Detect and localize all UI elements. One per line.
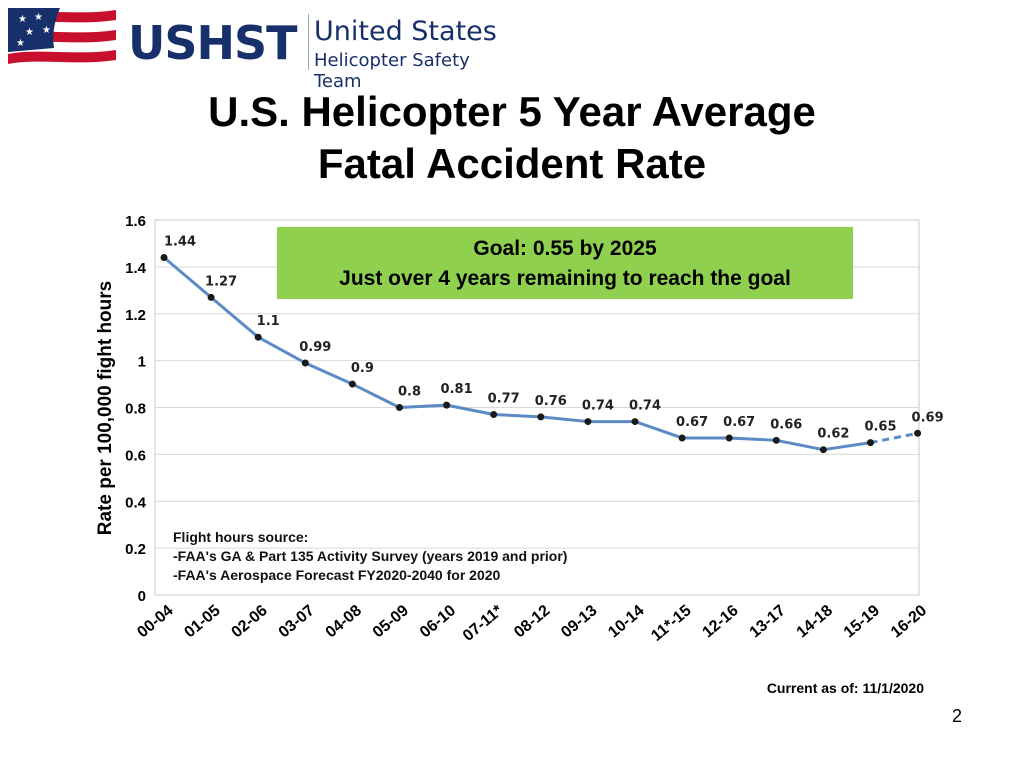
us-flag-icon: ★ ★ ★ ★ ★ <box>8 8 116 74</box>
logo-divider <box>308 14 309 70</box>
svg-text:★: ★ <box>18 14 27 25</box>
note-line-3: -FAA's Aerospace Forecast FY2020-2040 fo… <box>173 567 501 583</box>
svg-text:★: ★ <box>25 27 34 38</box>
data-label: 0.67 <box>676 415 708 430</box>
data-point <box>443 401 451 409</box>
data-point <box>914 429 922 437</box>
data-point <box>819 446 827 454</box>
y-axis-ticks: 0 0.2 0.4 0.6 0.8 1 1.2 1.4 1.6 <box>125 213 147 605</box>
y-tick-label: 0.4 <box>125 494 147 511</box>
series-line-solid <box>163 256 871 452</box>
y-tick-label: 0.2 <box>125 541 146 558</box>
svg-text:★: ★ <box>16 38 25 49</box>
data-label: 1.27 <box>205 274 237 289</box>
slide-title: U.S. Helicopter 5 Year Average Fatal Acc… <box>0 86 1024 190</box>
y-tick-label: 0 <box>138 588 146 605</box>
series-line-dashed <box>870 431 918 445</box>
page-number: 2 <box>951 706 962 726</box>
data-point <box>584 418 592 426</box>
goal-callout: Goal: 0.55 by 2025 Just over 4 years rem… <box>277 227 853 299</box>
x-tick-label: 14-18 <box>794 602 836 641</box>
data-point <box>537 413 545 421</box>
x-tick-label: 01-05 <box>181 602 223 641</box>
x-tick-label: 08-12 <box>511 602 553 641</box>
data-label: 0.81 <box>441 382 473 397</box>
x-tick-label: 07-11* <box>460 602 507 645</box>
data-label: 0.8 <box>398 385 421 400</box>
svg-text:★: ★ <box>42 25 51 36</box>
y-tick-label: 1.2 <box>125 307 146 324</box>
source-note: Flight hours source: -FAA's GA & Part 13… <box>173 528 567 585</box>
data-point <box>678 434 686 442</box>
x-tick-label: 02-06 <box>228 602 270 641</box>
x-tick-label: 09-13 <box>558 602 600 641</box>
goal-line-1: Goal: 0.55 by 2025 <box>473 237 657 260</box>
x-tick-label: 13-17 <box>747 602 789 641</box>
series-points <box>160 254 922 454</box>
data-label: 0.77 <box>488 392 520 407</box>
logo-line-1: United States <box>314 16 497 47</box>
data-label: 0.62 <box>817 427 849 442</box>
y-tick-label: 1.6 <box>125 213 146 230</box>
y-axis-label: Rate per 100,000 fight hours <box>95 281 116 535</box>
ushst-logo: ★ ★ ★ ★ ★ USHST United States Helicopter… <box>8 8 508 92</box>
data-label: 1.1 <box>257 314 280 329</box>
x-tick-label: 10-14 <box>605 602 647 641</box>
x-tick-label: 16-20 <box>888 602 930 641</box>
data-label: 0.67 <box>723 415 755 430</box>
data-point <box>301 359 309 367</box>
data-label: 0.76 <box>535 394 567 409</box>
note-line-1: Flight hours source: <box>173 529 309 545</box>
data-point <box>207 293 215 301</box>
data-point <box>254 333 262 341</box>
data-label: 0.65 <box>864 420 896 435</box>
data-point <box>396 404 403 411</box>
x-tick-label: 15-19 <box>841 602 883 641</box>
data-label: 1.44 <box>164 235 196 250</box>
data-point <box>772 436 780 444</box>
svg-text:★: ★ <box>34 12 43 23</box>
data-point <box>725 434 733 442</box>
plot-area-border <box>154 219 920 596</box>
x-tick-label: 12-16 <box>699 602 741 641</box>
x-tick-label: 05-09 <box>370 602 412 641</box>
logo-line-2: Helicopter Safety Team <box>314 50 470 92</box>
data-point <box>348 380 356 388</box>
data-point <box>631 418 639 426</box>
title-line-1: U.S. Helicopter 5 Year Average <box>208 88 816 135</box>
data-label: 0.99 <box>299 340 331 355</box>
x-tick-label: 03-07 <box>276 602 318 641</box>
data-label: 0.66 <box>770 417 802 432</box>
data-point <box>867 439 874 447</box>
current-as-of: Current as of: 11/1/2020 <box>766 680 924 696</box>
x-tick-label: 04-08 <box>323 602 365 641</box>
data-labels: 1.44 1.27 1.1 0.99 0.9 0.8 0.81 0.77 0.76 0.74 0.7… <box>164 235 944 442</box>
x-tick-label: 11*-15 <box>648 602 694 645</box>
x-tick-label: 00-04 <box>134 602 176 641</box>
data-label: 0.69 <box>912 410 944 425</box>
y-tick-label: 1.4 <box>125 260 147 277</box>
x-axis-ticks: 00-04 01-05 02-06 03-07 04-08 05-09 06-10 07-11… <box>134 602 930 645</box>
logo-wordmark: USHST <box>128 16 297 70</box>
y-tick-label: 0.8 <box>125 401 146 418</box>
goal-line-2: Just over 4 years remaining to reach the… <box>339 267 791 290</box>
data-label: 0.74 <box>582 399 614 414</box>
data-label: 0.9 <box>351 361 374 376</box>
data-point <box>490 411 498 419</box>
y-tick-label: 1 <box>138 354 146 371</box>
data-point <box>160 254 168 261</box>
series-line <box>163 256 918 452</box>
x-tick-label: 06-10 <box>417 602 459 641</box>
note-line-2: -FAA's GA & Part 135 Activity Survey (ye… <box>173 548 568 564</box>
title-line-2: Fatal Accident Rate <box>317 140 707 187</box>
data-label: 0.74 <box>629 399 661 414</box>
y-tick-label: 0.6 <box>125 447 146 464</box>
